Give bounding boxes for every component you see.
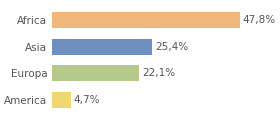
Bar [52, 65, 139, 81]
Text: 25,4%: 25,4% [155, 42, 188, 52]
Text: 47,8%: 47,8% [243, 15, 276, 25]
Bar [52, 39, 152, 55]
Text: 4,7%: 4,7% [74, 95, 100, 105]
Text: 22,1%: 22,1% [142, 68, 175, 78]
Bar [52, 12, 240, 28]
Bar [52, 92, 71, 108]
